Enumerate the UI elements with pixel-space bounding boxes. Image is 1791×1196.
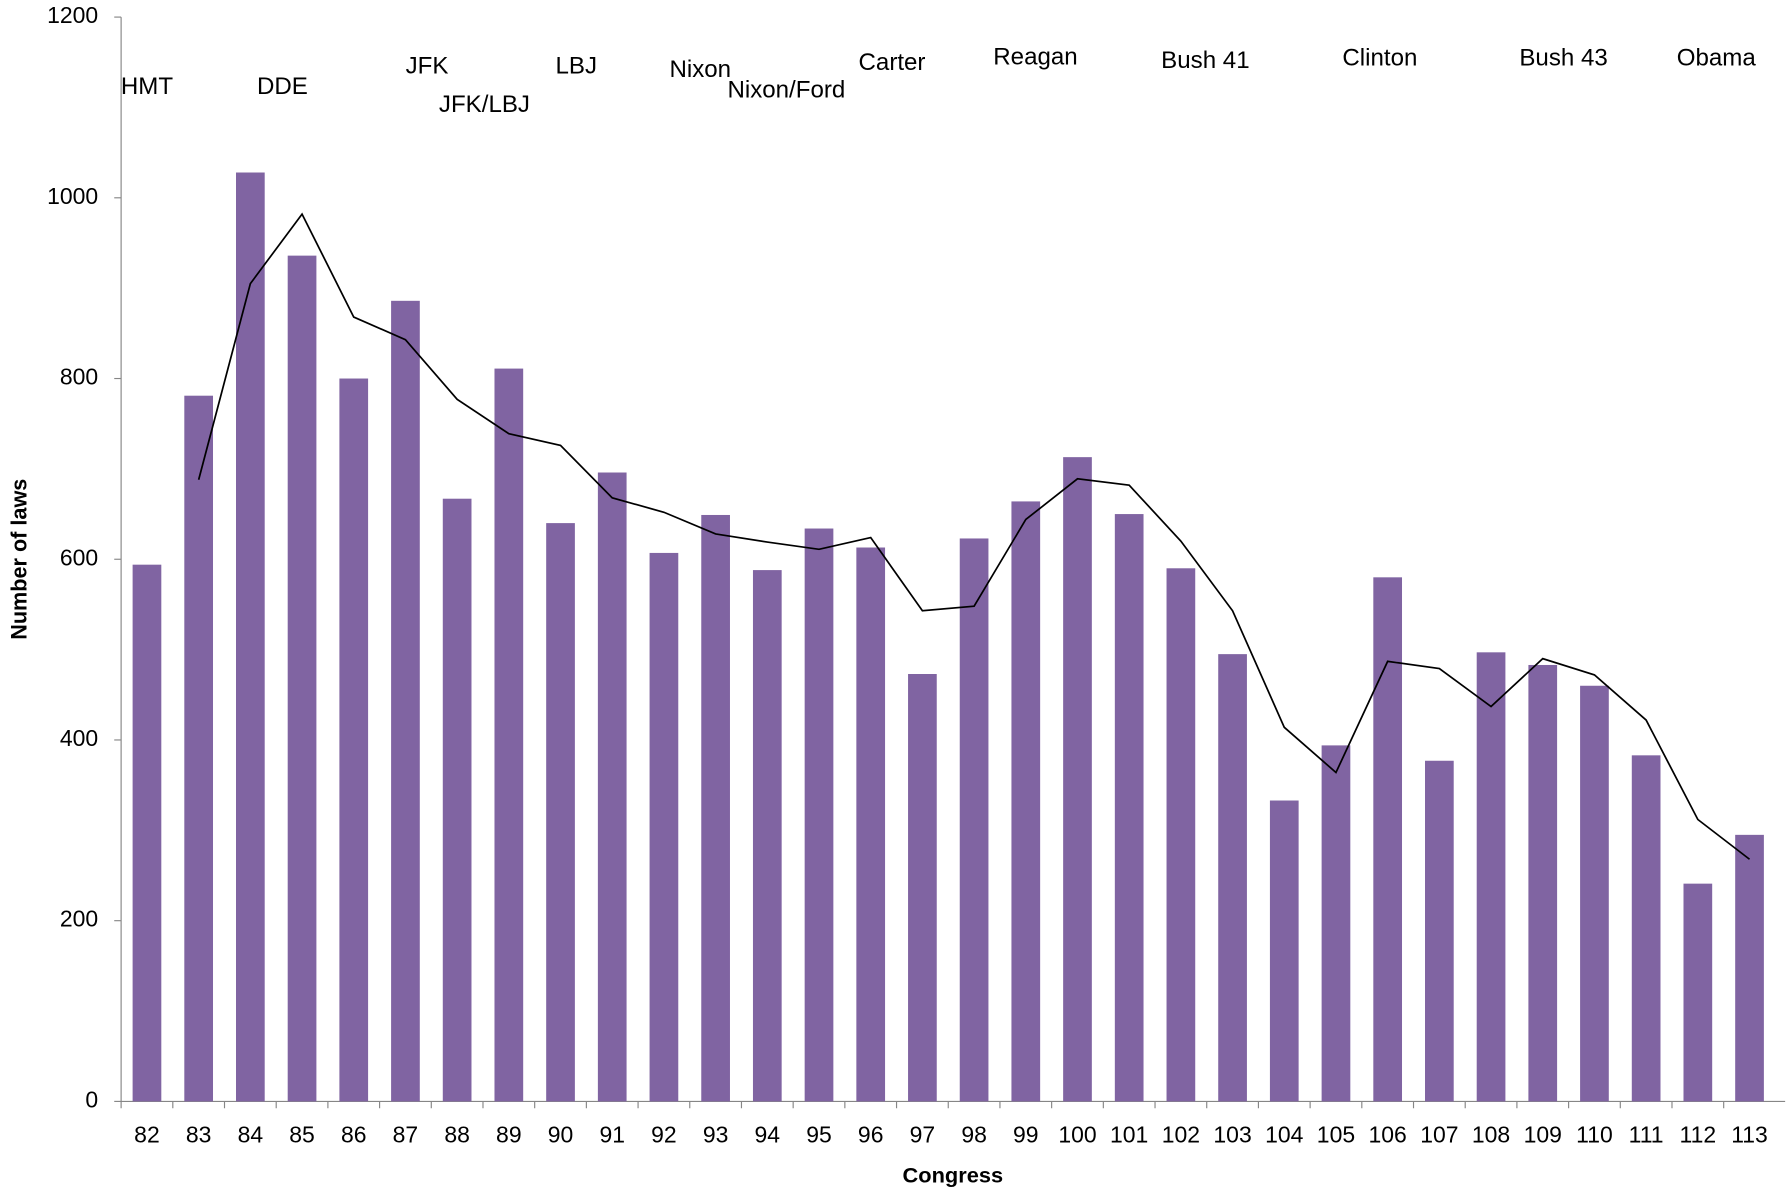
x-tick-label: 83 <box>186 1122 212 1148</box>
bar <box>701 514 730 1102</box>
x-tick-label: 104 <box>1265 1122 1304 1148</box>
x-tick-label: 111 <box>1629 1122 1664 1148</box>
bar <box>1321 745 1351 1102</box>
bar <box>1425 760 1454 1102</box>
president-label: HMT <box>121 73 174 100</box>
bar <box>1580 685 1609 1102</box>
x-tick-label: 100 <box>1058 1122 1096 1148</box>
bar <box>856 547 886 1102</box>
bar <box>597 472 627 1102</box>
bar <box>184 395 214 1102</box>
x-tick-label: 92 <box>651 1122 677 1148</box>
x-tick-label: 86 <box>341 1122 367 1148</box>
bar <box>752 570 782 1102</box>
bar <box>1476 652 1506 1102</box>
x-tick-label: 93 <box>703 1122 729 1148</box>
x-tick-label: 85 <box>289 1122 315 1148</box>
bar <box>546 523 575 1102</box>
bar <box>1269 800 1299 1102</box>
x-tick-label: 89 <box>496 1122 522 1148</box>
y-tick-label: 0 <box>85 1087 98 1113</box>
x-tick-label: 113 <box>1731 1122 1768 1148</box>
president-label: Bush 43 <box>1519 45 1607 72</box>
president-label: Nixon/Ford <box>727 77 845 104</box>
bar <box>132 564 162 1102</box>
bar <box>1166 568 1196 1102</box>
x-axis-title: Congress <box>903 1162 1004 1187</box>
x-tick-label: 103 <box>1213 1122 1251 1148</box>
x-tick-label: 84 <box>238 1122 264 1148</box>
bar <box>908 674 937 1102</box>
y-tick-label: 800 <box>60 364 98 390</box>
bar <box>1735 834 1764 1102</box>
trend-line <box>197 212 1751 860</box>
x-tick-label: 112 <box>1680 1122 1717 1148</box>
bar <box>649 552 679 1102</box>
bar <box>959 538 989 1102</box>
x-tick-label: 98 <box>961 1122 987 1148</box>
x-tick-label: 96 <box>858 1122 884 1148</box>
plot-area: Congress Number of laws 0 200 400 600 800 100… <box>6 2 1786 1187</box>
bar <box>1683 883 1713 1102</box>
president-label: JFK/LBJ <box>439 91 530 118</box>
x-tick-label: 109 <box>1524 1122 1562 1148</box>
x-tick-label: 99 <box>1013 1122 1039 1148</box>
president-label: Carter <box>859 49 926 76</box>
president-label: Bush 41 <box>1161 47 1249 74</box>
x-tick-label: 110 <box>1576 1122 1613 1148</box>
bar <box>442 498 472 1102</box>
x-tick-label: 101 <box>1110 1122 1148 1148</box>
bar <box>1011 501 1041 1102</box>
bar <box>236 172 265 1102</box>
x-tick-label: 97 <box>910 1122 936 1148</box>
x-tick-label: 94 <box>755 1122 781 1148</box>
y-tick-label: 400 <box>60 725 98 751</box>
bar <box>1063 457 1092 1102</box>
x-tick-label: 88 <box>444 1122 470 1148</box>
bar <box>1373 577 1403 1102</box>
bar <box>1631 755 1661 1102</box>
president-label: DDE <box>257 73 308 100</box>
x-tick-label: 102 <box>1162 1122 1200 1148</box>
x-tick-label: 108 <box>1472 1122 1510 1148</box>
president-label: JFK <box>406 53 449 80</box>
x-tick-label: 91 <box>599 1122 625 1148</box>
bar <box>339 378 369 1102</box>
bar <box>804 528 834 1102</box>
president-label: Clinton <box>1342 45 1417 72</box>
x-tick-label: 90 <box>548 1122 574 1148</box>
bar <box>391 300 420 1102</box>
x-tick-label: 95 <box>806 1122 832 1148</box>
x-tick-label: 105 <box>1317 1122 1355 1148</box>
bar <box>1528 664 1558 1102</box>
x-tick-label: 107 <box>1420 1122 1458 1148</box>
y-tick-label: 200 <box>60 906 98 932</box>
y-axis-title: Number of laws <box>6 479 31 640</box>
x-tick-label: 87 <box>393 1122 419 1148</box>
bar <box>1218 654 1247 1102</box>
president-label: Reagan <box>993 43 1077 70</box>
y-tick-label: 1000 <box>47 183 98 209</box>
bar <box>494 368 524 1102</box>
y-tick-label: 600 <box>60 544 98 570</box>
y-tick-label: 1200 <box>47 2 98 28</box>
president-label: LBJ <box>556 53 598 80</box>
president-label: Nixon <box>669 56 731 83</box>
bar <box>1114 514 1144 1102</box>
bar <box>287 255 317 1102</box>
president-label: Obama <box>1677 45 1757 72</box>
x-tick-label: 82 <box>134 1122 160 1148</box>
x-tick-label: 106 <box>1369 1122 1407 1148</box>
